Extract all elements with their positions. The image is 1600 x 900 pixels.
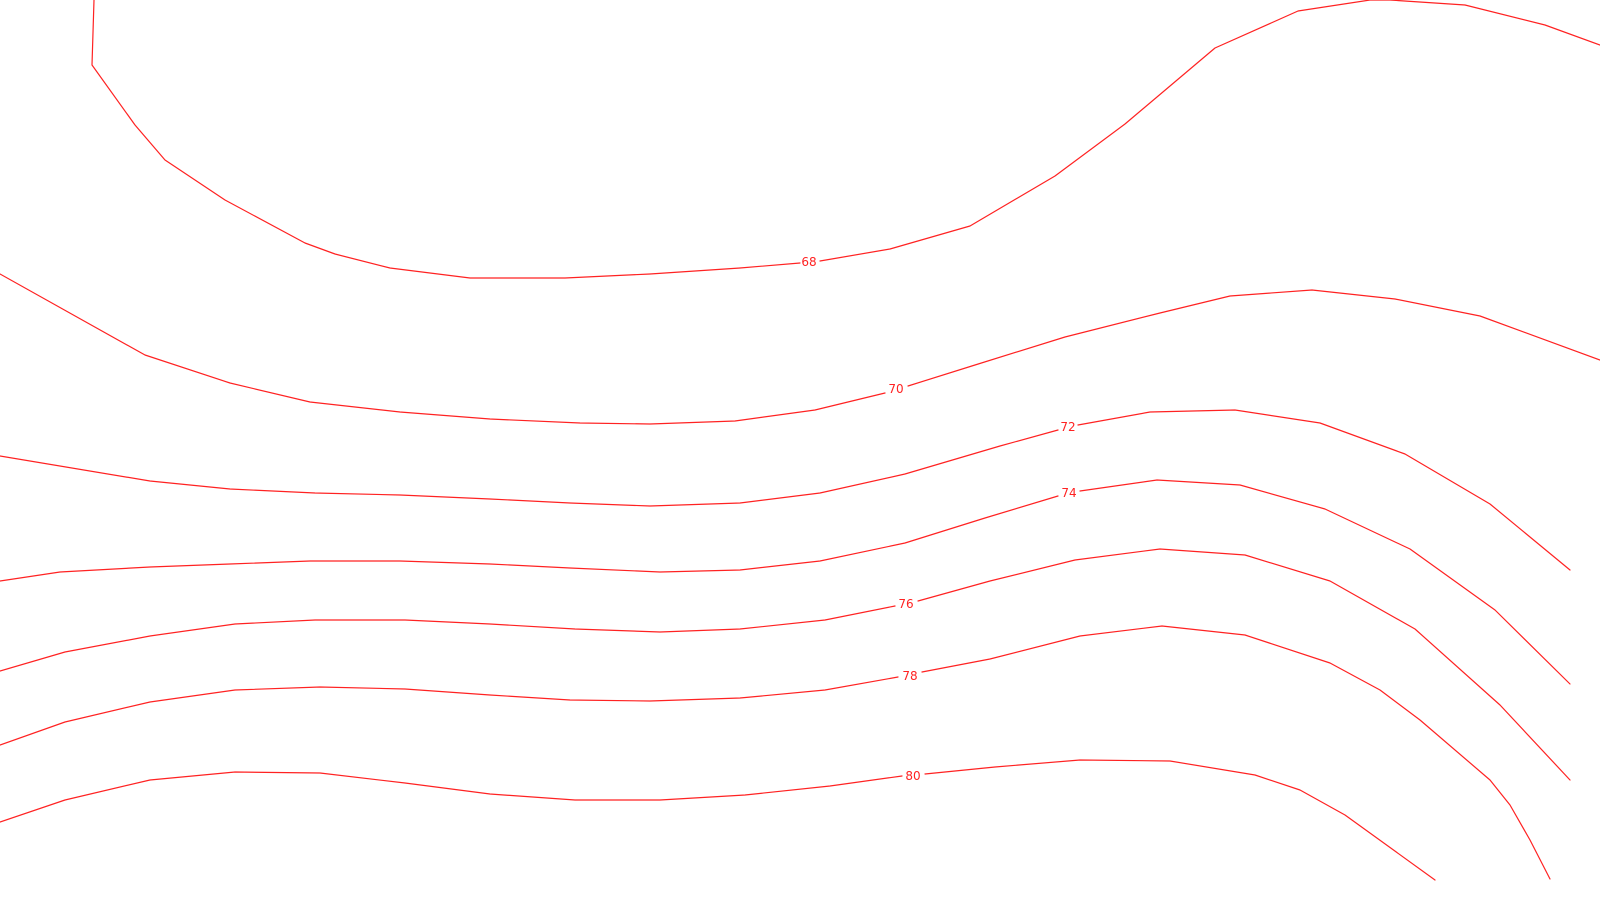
contour-line-74-segment-2	[1079, 479, 1571, 685]
contour-70: 70	[0, 273, 1600, 425]
contour-74: 74	[0, 479, 1571, 685]
contour-76: 76	[0, 548, 1571, 781]
contour-line-76-segment-1	[0, 605, 896, 672]
contour-line-70-segment-1	[0, 273, 886, 425]
contour-78: 78	[0, 625, 1551, 880]
contour-label-70: 70	[888, 382, 903, 396]
contour-80: 80	[0, 759, 1436, 881]
contour-line-72-segment-2	[1077, 409, 1571, 571]
contour-line-78-segment-1	[0, 676, 899, 746]
contour-line-78-segment-2	[921, 625, 1551, 880]
contour-line-76-segment-2	[917, 548, 1571, 781]
contour-line-68-segment-1	[91, 0, 801, 279]
contour-label-76: 76	[898, 597, 913, 611]
contour-label-78: 78	[902, 669, 917, 683]
contour-line-80-segment-2	[924, 759, 1436, 881]
contour-72: 72	[0, 409, 1571, 571]
contour-line-68-segment-2	[819, 0, 1600, 262]
contour-label-80: 80	[905, 769, 920, 783]
contour-line-72-segment-1	[0, 429, 1059, 507]
contour-line-74-segment-1	[0, 495, 1059, 582]
contour-line-70-segment-2	[907, 289, 1600, 387]
contour-label-68: 68	[801, 255, 816, 269]
contour-line-80-segment-1	[0, 771, 903, 823]
contour-label-74: 74	[1061, 486, 1076, 500]
contour-68: 68	[91, 0, 1600, 279]
contour-label-72: 72	[1060, 420, 1075, 434]
